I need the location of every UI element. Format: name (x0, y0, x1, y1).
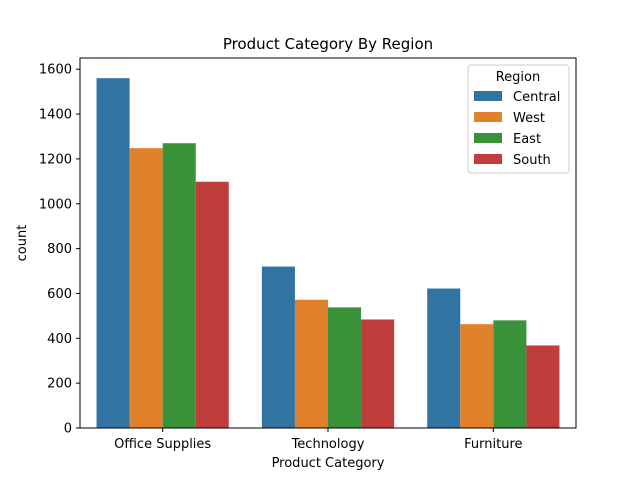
legend-swatch-south (474, 154, 502, 164)
y-axis-label: count (15, 225, 30, 262)
legend-swatch-west (474, 112, 502, 122)
bar-west-furniture (460, 324, 494, 428)
bar-west-office-supplies (129, 148, 163, 428)
y-tick-label: 800 (47, 242, 72, 257)
bar-east-office-supplies (162, 143, 196, 428)
y-tick-label: 1600 (39, 63, 72, 78)
y-tick-label: 200 (47, 377, 72, 392)
bar-central-technology (261, 266, 295, 428)
bar-west-technology (294, 299, 328, 428)
y-tick-label: 1400 (39, 108, 72, 123)
bar-south-office-supplies (195, 181, 229, 428)
plot-frame (79, 57, 577, 429)
bar-east-technology (328, 307, 362, 428)
y-tick-label: 1200 (39, 152, 72, 167)
legend: Region Central West East South (467, 64, 570, 174)
x-tick-label: Furniture (464, 437, 522, 452)
legend-items: Central West East South (474, 90, 560, 168)
legend-swatch-central (474, 91, 502, 101)
legend-label-east: East (513, 132, 541, 147)
bar-east-furniture (493, 320, 527, 428)
x-tick-label: Technology (291, 437, 365, 452)
y-tick-label: 400 (47, 332, 72, 347)
bar-central-furniture (427, 288, 461, 428)
y-tick-label: 1000 (39, 197, 72, 212)
y-tick-label: 600 (47, 287, 72, 302)
legend-label-west: West (513, 111, 545, 126)
x-tick-label: Office Supplies (114, 437, 211, 452)
x-axis-label: Product Category (272, 456, 385, 471)
chart-title: Product Category By Region (223, 35, 433, 53)
bar-south-technology (361, 319, 395, 428)
bar-south-furniture (526, 345, 560, 428)
bar-central-office-supplies (96, 78, 130, 429)
legend-title: Region (496, 70, 541, 85)
legend-label-south: South (513, 153, 551, 168)
y-tick-label: 0 (64, 422, 72, 437)
bars-group (96, 78, 560, 429)
x-axis: Office Supplies Technology Furniture (114, 428, 523, 452)
y-axis: 0 200 400 600 800 1000 1200 1400 1600 (39, 63, 80, 437)
legend-label-central: Central (513, 90, 560, 105)
legend-swatch-east (474, 133, 502, 143)
